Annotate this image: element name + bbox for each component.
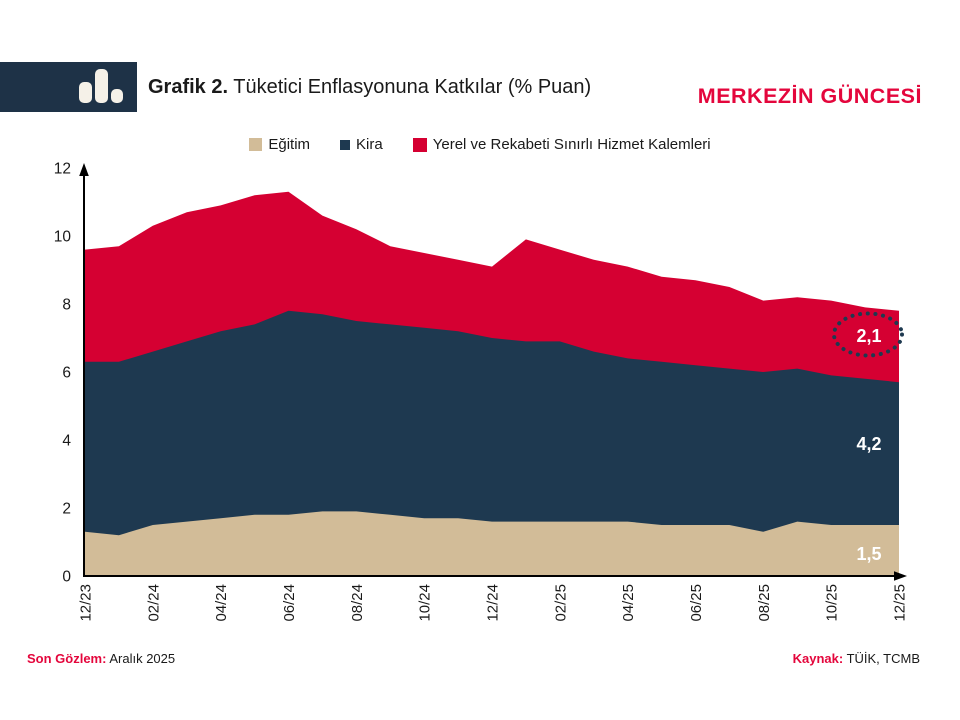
y-tick-label: 0 [62,569,71,586]
x-tick-label: 02/25 [552,584,569,622]
x-tick-label: 08/25 [756,584,773,622]
x-tick-label: 12/23 [78,584,95,622]
x-axis-arrow-icon [894,571,907,581]
last-observation-label: Son Gözlem: [27,651,107,666]
y-tick-label: 6 [62,365,71,382]
area-kira [85,310,899,576]
legend-swatch-kira [340,139,351,150]
x-tick-label: 10/25 [824,584,841,622]
legend-item-egitim: Eğitim [249,136,310,153]
legend-item-kira: Kira [340,136,383,153]
value-label: 4,2 [856,434,881,454]
legend-label-kira: Kira [356,136,383,153]
x-tick-label: 06/24 [281,584,298,622]
bar-chart-icon [79,69,123,103]
x-tick-label: 12/24 [485,584,502,622]
legend-label-yerel: Yerel ve Rekabeti Sınırlı Hizmet Kalemle… [432,136,711,153]
source-label: Kaynak: [792,651,844,666]
last-observation: Son Gözlem: Aralık 2025 [27,651,175,666]
legend-item-yerel: Yerel ve Rekabeti Sınırlı Hizmet Kalemle… [412,136,711,153]
source-note: Kaynak: TÜİK, TCMB [793,651,920,666]
value-label: 2,1 [856,326,881,346]
legend-swatch-yerel [412,137,427,152]
x-tick-label: 02/24 [145,584,162,622]
x-tick-label: 08/24 [349,584,366,622]
y-tick-label: 8 [62,297,71,314]
x-tick-label: 10/24 [417,584,434,622]
last-observation-value: Aralık 2025 [106,651,176,666]
source-value: TÜİK, TCMB [843,651,920,666]
y-tick-label: 12 [54,161,71,178]
value-label: 1,5 [856,544,881,564]
chart-legend: Eğitim Kira Yerel ve Rekabeti Sınırlı Hi… [0,136,960,153]
chart-title-rest: Tüketici Enflasyonuna Katkılar (% Puan) [228,76,592,98]
y-axis-arrow-icon [79,163,89,176]
site-logo [0,62,137,112]
brand-wordmark: MERKEZİN GÜNCESİ [697,84,922,108]
y-tick-label: 2 [62,501,71,518]
x-tick-label: 04/25 [620,584,637,622]
chart-title: Grafik 2. Tüketici Enflasyonuna Katkılar… [148,76,591,99]
chart-title-prefix: Grafik 2. [148,76,229,98]
highlight-ellipse [832,311,904,358]
legend-swatch-egitim [249,138,263,151]
x-tick-label: 04/24 [213,584,230,622]
y-tick-label: 10 [54,229,72,246]
area-eğitim [85,511,899,576]
x-tick-label: 06/25 [688,584,705,622]
x-tick-label: 12/25 [892,584,909,622]
legend-label-egitim: Eğitim [268,136,311,153]
y-tick-label: 4 [62,433,71,450]
